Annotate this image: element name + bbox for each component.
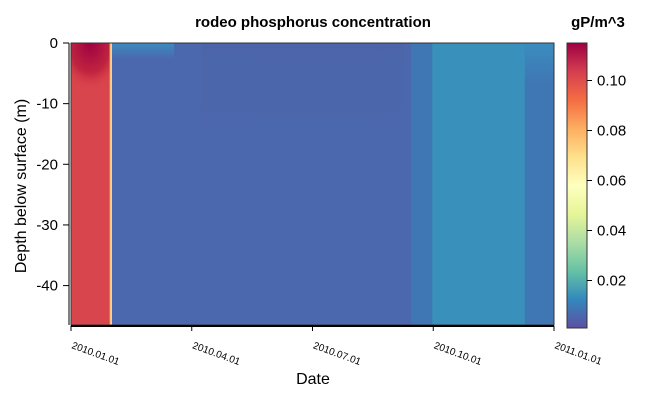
heatmap-shading bbox=[202, 43, 405, 163]
colorbar bbox=[566, 42, 588, 329]
colorbar-tick-label: 0.06 bbox=[597, 173, 626, 190]
y-axis-ticks: 0 -10 -20 -30 -40 bbox=[36, 35, 69, 295]
colorbar-tick-label: 0.02 bbox=[597, 273, 626, 290]
heatmap-surface-patch bbox=[518, 43, 554, 83]
colorbar-ticks: 0.02 0.04 0.06 0.08 0.10 bbox=[587, 73, 626, 290]
y-axis-label: Depth below surface (m) bbox=[13, 99, 30, 273]
heatmap-band bbox=[411, 43, 433, 325]
x-tick-label: 2010.01.01 bbox=[70, 340, 121, 368]
y-tick-label: 0 bbox=[50, 35, 58, 52]
chart-title: rodeo phosphorus concentration bbox=[195, 14, 431, 31]
heatmap-band bbox=[432, 43, 526, 325]
x-tick-label: 2010.07.01 bbox=[311, 340, 362, 368]
colorbar-title: gP/m^3 bbox=[571, 14, 625, 31]
y-tick-label: -30 bbox=[36, 217, 58, 234]
y-tick-label: -10 bbox=[36, 96, 58, 113]
y-tick-label: -40 bbox=[36, 278, 58, 295]
x-axis-ticks: 2010.01.01 2010.04.01 2010.07.01 2010.10.01… bbox=[70, 326, 604, 368]
heatmap-band bbox=[524, 43, 554, 325]
x-axis-label: Date bbox=[296, 371, 330, 388]
colorbar-tick-label: 0.10 bbox=[597, 73, 626, 90]
x-tick-label: 2010.10.01 bbox=[432, 340, 483, 368]
y-tick-label: -20 bbox=[36, 156, 58, 173]
heatmap-surface-patch bbox=[112, 43, 175, 59]
x-tick-label: 2010.04.01 bbox=[191, 340, 242, 368]
heatmap-band bbox=[109, 43, 113, 325]
heatmap-surface-max bbox=[71, 43, 110, 98]
colorbar-tick-label: 0.04 bbox=[597, 223, 626, 240]
heatmap-field bbox=[71, 43, 554, 325]
x-tick-label: 2011.01.01 bbox=[553, 340, 604, 367]
colorbar-tick-label: 0.08 bbox=[597, 123, 626, 140]
